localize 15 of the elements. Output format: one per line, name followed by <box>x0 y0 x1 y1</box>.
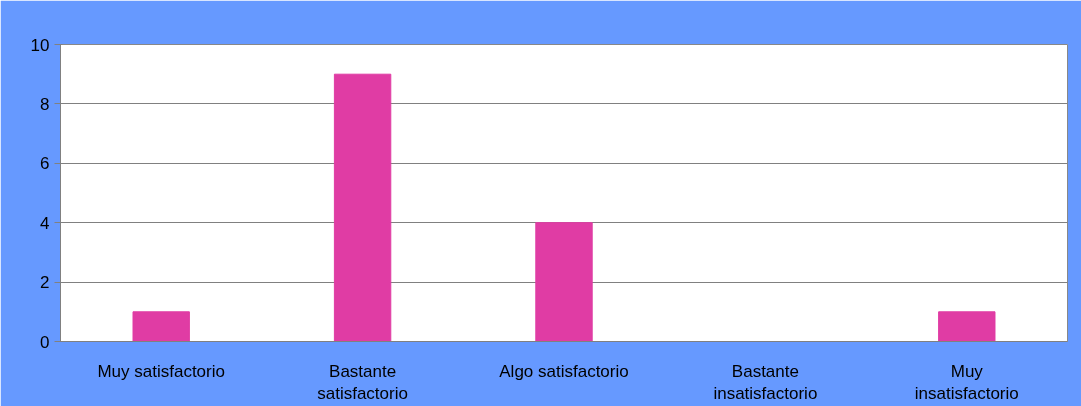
x-tick-label: Bastante insatisfactorio <box>713 361 818 404</box>
bar <box>535 222 593 342</box>
x-tick-label: Muy satisfactorio <box>97 361 225 381</box>
x-tick-label: Algo satisfactorio <box>499 361 629 381</box>
bar <box>132 311 190 342</box>
y-tick-label: 10 <box>30 35 50 55</box>
x-tick-label: Muy insatisfactorio <box>914 361 1019 404</box>
y-tick-label: 8 <box>40 94 50 114</box>
y-tick-label: 6 <box>40 154 50 174</box>
bar <box>938 311 996 342</box>
y-tick-label: 4 <box>40 213 50 233</box>
bar <box>333 73 392 342</box>
x-tick-label: Bastante satisfactorio <box>317 361 408 404</box>
y-tick-label: 0 <box>40 332 50 352</box>
y-tick-label: 2 <box>40 273 50 293</box>
